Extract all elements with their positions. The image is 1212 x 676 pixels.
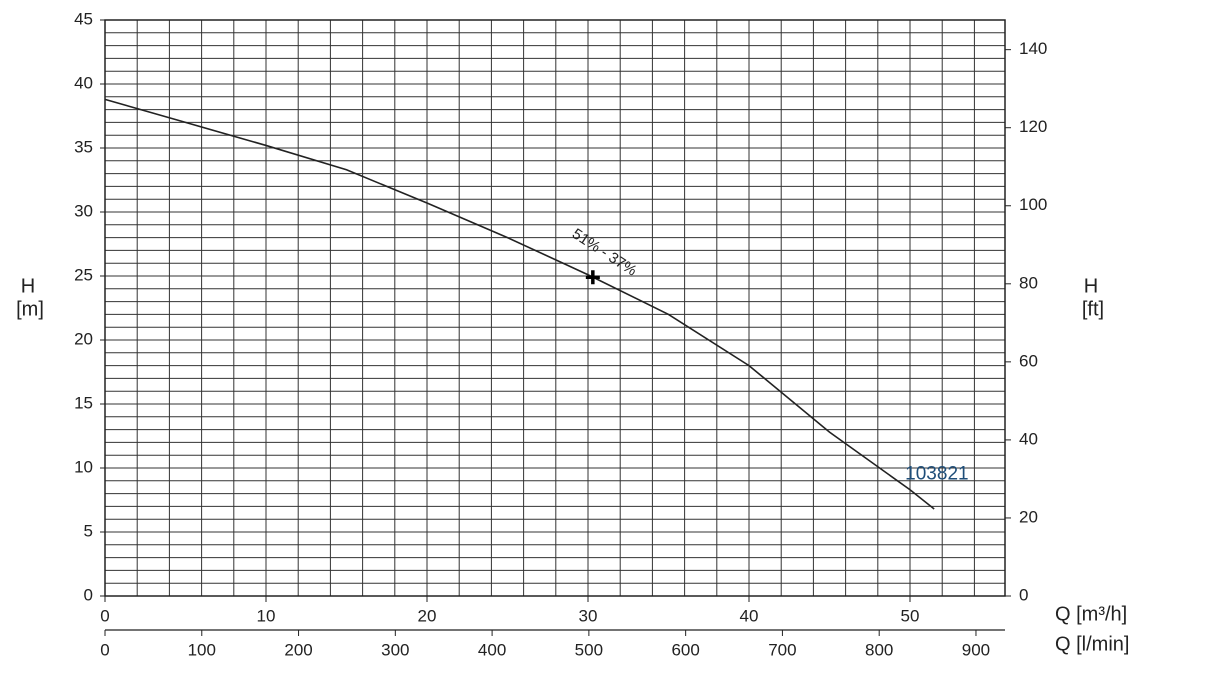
x-tick-label: 40 xyxy=(740,606,759,625)
y2-tick-label: 80 xyxy=(1019,273,1038,292)
y2-tick-label: 120 xyxy=(1019,117,1047,136)
operating-point xyxy=(585,270,600,285)
x-tick-label: 0 xyxy=(100,606,109,625)
plot-frame xyxy=(104,19,1006,597)
y-tick-label: 15 xyxy=(74,393,93,412)
y-tick-label: 5 xyxy=(84,521,93,540)
y-tick-label: 0 xyxy=(84,585,93,604)
y-tick-label: 35 xyxy=(74,137,93,156)
x-tick-label: 30 xyxy=(579,606,598,625)
x2-tick-label: 700 xyxy=(768,640,796,659)
x2-label: Q [l/min] xyxy=(1055,633,1129,655)
y-tick-label: 30 xyxy=(74,201,93,220)
curve-id: 103821 xyxy=(905,463,968,484)
x2-tick-label: 0 xyxy=(100,640,109,659)
y-label-name: H xyxy=(21,275,35,297)
y2-tick-label: 60 xyxy=(1019,351,1038,370)
x2-tick-label: 900 xyxy=(962,640,990,659)
x-label: Q [m³/h] xyxy=(1055,603,1127,625)
x2-tick-label: 100 xyxy=(188,640,216,659)
x-tick-label: 10 xyxy=(257,606,276,625)
x2-tick-label: 400 xyxy=(478,640,506,659)
x2-tick-label: 600 xyxy=(671,640,699,659)
x-tick-label: 50 xyxy=(901,606,920,625)
y-tick-label: 25 xyxy=(74,265,93,284)
y-label-unit: [m] xyxy=(16,298,44,320)
y2-label-unit: [ft] xyxy=(1082,298,1104,320)
x2-tick-label: 800 xyxy=(865,640,893,659)
y2-tick-label: 0 xyxy=(1019,585,1028,604)
y2-tick-label: 40 xyxy=(1019,429,1038,448)
y2-label-name: H xyxy=(1084,275,1098,297)
x2-tick-label: 300 xyxy=(381,640,409,659)
x2-tick-label: 500 xyxy=(575,640,603,659)
y2-tick-label: 140 xyxy=(1019,39,1047,58)
y-tick-label: 40 xyxy=(74,73,93,92)
y-tick-label: 20 xyxy=(74,329,93,348)
y-tick-label: 45 xyxy=(74,9,93,28)
y2-tick-label: 20 xyxy=(1019,507,1038,526)
pump-curve xyxy=(104,98,935,510)
x2-tick-label: 200 xyxy=(284,640,312,659)
x-tick-label: 20 xyxy=(418,606,437,625)
y2-tick-label: 100 xyxy=(1019,195,1047,214)
y-tick-label: 10 xyxy=(74,457,93,476)
